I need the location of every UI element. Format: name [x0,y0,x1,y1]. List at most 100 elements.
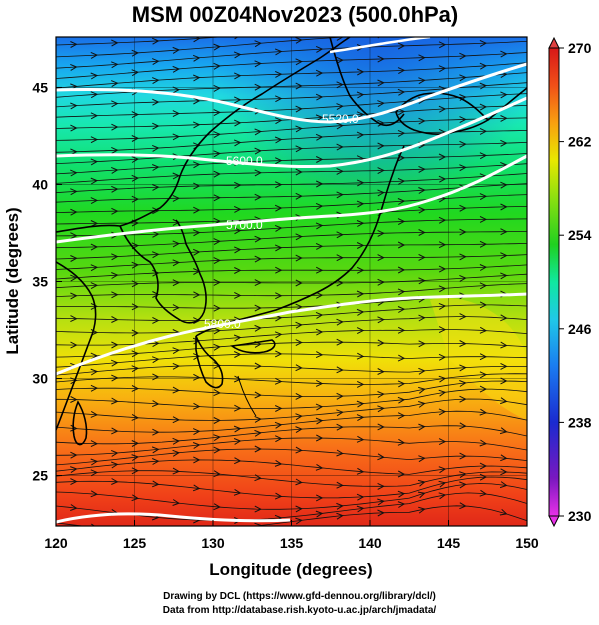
arrowhead-icon [213,304,221,312]
arrowhead-icon [193,161,201,169]
coast-ryukyu-islands [237,375,257,417]
arrowhead-icon [90,384,99,392]
arrowhead-icon [438,408,447,416]
arrowhead-icon [479,39,488,47]
arrowhead-icon [336,481,344,489]
x-axis-label: Longitude (degrees) [209,560,372,579]
streamline [56,304,527,321]
arrowhead-icon [274,117,283,125]
arrowhead-icon [70,341,78,349]
contour-label-5520: 5520.0 [322,112,359,126]
arrowhead-icon [131,135,140,142]
arrowhead-icon [377,278,385,286]
arrowhead-icon [131,280,140,288]
streamline [56,483,527,510]
arrowhead-icon [500,341,508,349]
arrowhead-icon [70,124,78,132]
arrowhead-icon [274,70,283,78]
arrowhead-icon [172,65,181,73]
arrowhead-icon [336,366,344,374]
arrowhead-icon [397,108,406,116]
streamline [56,380,527,397]
streamline [56,62,527,89]
arrowhead-icon [479,439,488,447]
arrowhead-icon [336,191,344,199]
arrowhead-icon [274,244,283,252]
arrowhead-icon [152,184,160,191]
arrowhead-icon [274,459,283,467]
arrowhead-icon [193,97,201,105]
arrowhead-icon [438,65,447,73]
arrowhead-icon [70,255,78,262]
arrowhead-icon [111,341,119,349]
arrowhead-icon [131,440,140,447]
arrowhead-icon [152,164,160,171]
arrowhead-icon [152,144,160,152]
arrowhead-icon [213,131,221,139]
arrowhead-icon [459,116,467,124]
arrowhead-icon [172,194,181,202]
arrowhead-icon [315,351,324,359]
arrowhead-icon [500,50,508,58]
contour-label-5800: 5800.0 [204,317,241,331]
arrowhead-icon [336,167,344,175]
streamline [56,398,527,421]
arrowhead-icon [438,175,447,183]
arrowhead-icon [111,427,119,435]
y-axis: 25 30 35 40 45 [32,79,62,484]
arrowhead-icon [213,43,221,51]
colorbar-max-triangle [548,36,560,49]
arrowhead-icon [274,95,283,103]
arrowhead-icon [233,334,242,342]
arrowhead-icon [438,241,447,249]
arrowhead-icon [418,277,426,285]
arrowhead-icon [193,353,201,361]
arrowhead-icon [111,123,119,131]
arrowhead-icon [356,290,365,298]
arrowhead-icon [500,272,508,280]
arrowhead-icon [152,230,160,238]
arrowhead-icon [500,27,506,33]
arrowhead-icon [193,248,201,256]
arrowhead-icon [70,169,78,177]
arrowhead-icon [336,81,344,89]
arrowhead-icon [500,181,508,189]
height-contours [56,37,527,524]
arrowhead-icon [397,490,406,498]
y-tick-label: 25 [32,468,48,484]
arrowhead-icon [90,458,99,466]
x-axis: 120 125 130 135 140 145 150 [44,520,539,551]
arrowhead-icon [315,45,324,53]
arrowhead-icon [459,204,467,212]
contour-5460 [329,37,431,54]
arrowhead-icon [315,291,324,299]
arrowhead-icon [418,340,426,348]
arrowhead-icon [131,174,140,182]
arrowhead-icon [111,207,119,215]
arrowhead-icon [480,16,486,22]
arrowhead-icon [438,41,447,49]
arrowhead-icon [254,147,262,155]
arrowhead-icon [336,409,344,417]
arrowhead-icon [233,72,242,80]
arrowhead-icon [152,373,160,381]
arrowhead-icon [152,269,160,277]
streamline [56,173,527,194]
arrowhead-icon [295,82,303,90]
arrowhead-icon [295,303,303,311]
arrowhead-icon [274,421,283,429]
arrowhead-icon [397,326,406,334]
arrowhead-icon [70,148,78,156]
arrowhead-icon [213,238,221,246]
arrowhead-icon [438,375,447,383]
arrowhead-icon [90,243,99,251]
arrowhead-icon [152,251,160,259]
contour-5600 [56,96,527,169]
arrowhead-icon [438,353,447,361]
arrowhead-icon [111,316,119,323]
arrowhead-icon [233,227,242,235]
arrowhead-icon [336,254,344,262]
arrowhead-icon [213,150,221,158]
arrowhead-icon [172,133,181,141]
arrowhead-icon [213,343,221,351]
